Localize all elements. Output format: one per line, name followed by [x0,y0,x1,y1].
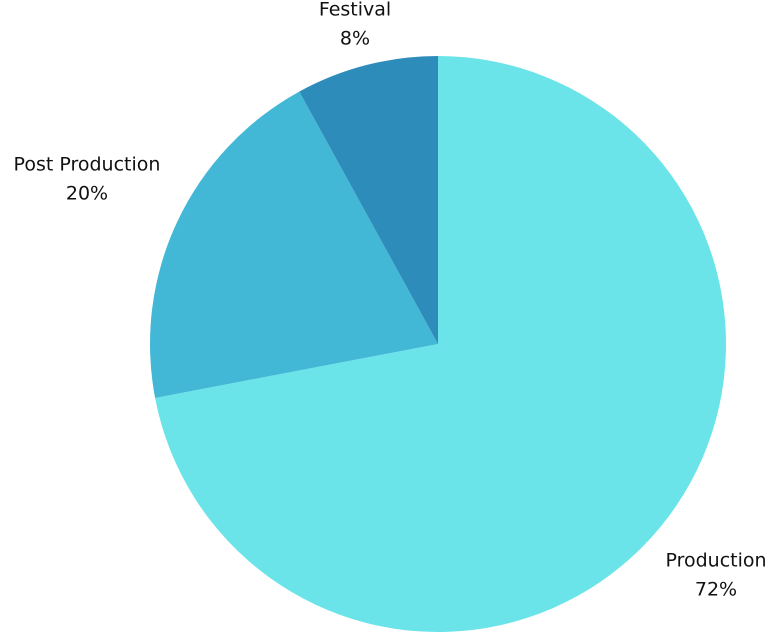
pie-slice [299,56,438,344]
slice-label: Post Production [14,154,161,176]
slice-label: Festival [319,0,391,21]
slice-value-label: 8% [340,28,370,50]
slice-value-label: 20% [66,183,108,205]
slice-label: Production [665,550,766,572]
pie-slice [150,91,438,398]
pie-slice [155,56,727,633]
slice-value-label: 72% [695,579,737,601]
